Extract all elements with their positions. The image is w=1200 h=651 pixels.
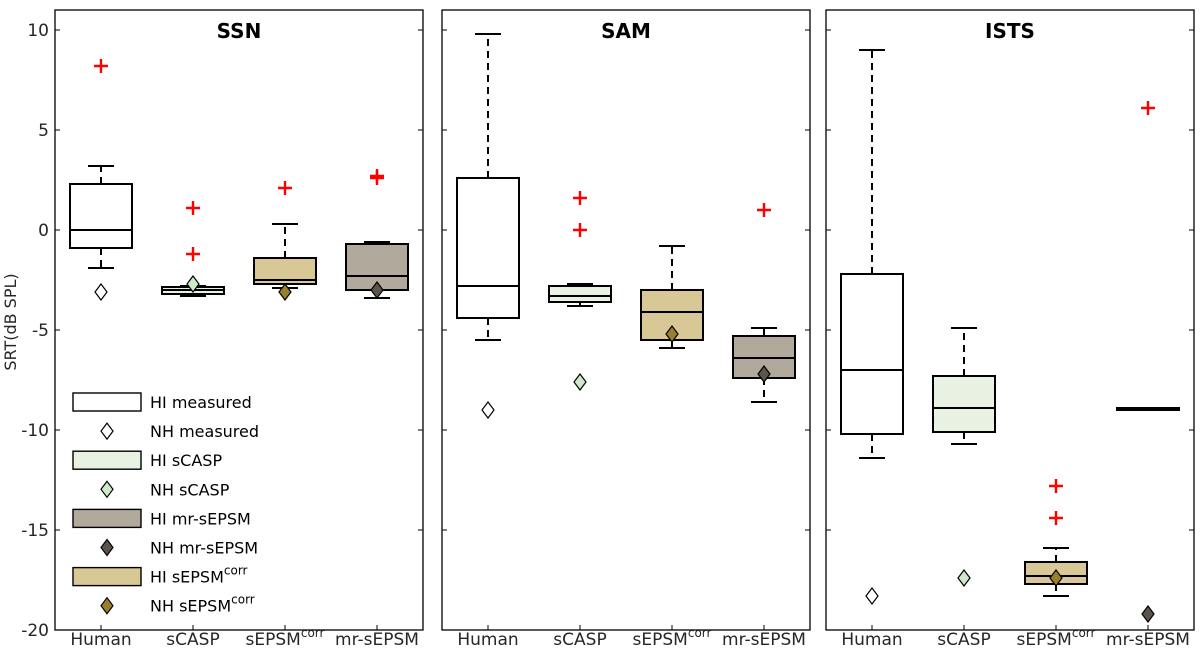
x-tick-label: Human xyxy=(841,630,902,650)
panels: 10 5 0 -5 -10 -15 -20 SSN Human sCASP sEPSMcorr mr-… xyxy=(21,9,1195,650)
nh-diamond xyxy=(481,401,495,419)
legend-swatch-box xyxy=(72,392,142,412)
box-scasp xyxy=(932,327,996,587)
legend-swatch-diamond xyxy=(100,422,114,441)
nh-diamond xyxy=(757,365,771,383)
panel-title: SAM xyxy=(601,19,651,43)
legend-entry: HI measured xyxy=(72,392,252,412)
outlier-marker xyxy=(186,201,200,215)
legend-swatch-box xyxy=(72,566,142,587)
box-sepsm xyxy=(253,181,317,301)
nh-diamond xyxy=(1141,605,1155,623)
y-tick-label: -20 xyxy=(21,621,49,641)
box-iqr xyxy=(456,177,520,319)
legend-swatch-box xyxy=(72,508,142,529)
y-axis-label: SRT(dB SPL) xyxy=(1,273,20,370)
x-tick-label: mr-sEPSM xyxy=(335,630,419,650)
x-tick-label: Human xyxy=(457,630,518,650)
box-human xyxy=(456,33,520,419)
legend-entry: NH sEPSMcorr xyxy=(100,593,255,616)
outlier-marker xyxy=(1141,101,1155,115)
x-tick-label: sCASP xyxy=(166,630,219,650)
box-mr-sepsm xyxy=(345,169,409,299)
y-tick-label: -5 xyxy=(32,321,49,341)
panel-title: ISTS xyxy=(985,19,1035,43)
legend-label: HI measured xyxy=(150,393,252,412)
x-tick-label: sEPSMcorr xyxy=(1017,626,1096,650)
panel-ssn: 10 5 0 -5 -10 -15 -20 SSN Human sCASP sEPSMcorr mr-… xyxy=(21,9,424,650)
box-mr-sepsm xyxy=(1116,101,1180,623)
axes-frame xyxy=(441,9,811,631)
box-human xyxy=(69,59,133,301)
box-scasp xyxy=(161,201,225,297)
nh-diamond xyxy=(278,283,292,301)
box-scasp xyxy=(548,191,612,391)
panel-sam: SAM Human sCASP sEPSMcorr mr-sEPSM xyxy=(441,9,811,650)
outlier-marker xyxy=(370,169,384,183)
nh-diamond xyxy=(573,373,587,391)
outlier-marker xyxy=(573,191,587,205)
legend-swatch-diamond xyxy=(100,480,114,499)
box-iqr xyxy=(840,273,904,435)
box-iqr xyxy=(932,375,996,433)
x-tick-label: mr-sEPSM xyxy=(1106,630,1190,650)
legend-label: HI sCASP xyxy=(150,451,222,470)
y-tick-label: -10 xyxy=(21,421,49,441)
legend-label: HI sEPSMcorr xyxy=(150,564,248,587)
x-tick-label: sCASP xyxy=(937,630,990,650)
nh-diamond xyxy=(186,275,200,293)
x-tick-label: mr-sEPSM xyxy=(722,630,806,650)
legend-label: NH sCASP xyxy=(150,480,230,499)
box-iqr xyxy=(548,285,612,303)
nh-diamond xyxy=(370,281,384,299)
y-tick-label: 0 xyxy=(38,221,49,241)
legend-entry: HI sCASP xyxy=(72,450,222,470)
legend-entry: NH measured xyxy=(100,422,259,441)
nh-diamond xyxy=(865,587,879,605)
legend-entry: NH sCASP xyxy=(100,480,230,499)
panel-title: SSN xyxy=(217,19,262,43)
outlier-marker xyxy=(94,59,108,73)
y-tick-label: 10 xyxy=(27,21,49,41)
box-sepsm xyxy=(640,245,704,349)
box-mr-sepsm xyxy=(732,203,796,403)
nh-diamond xyxy=(1049,569,1063,587)
x-tick-label: Human xyxy=(70,630,131,650)
x-tick-label: sEPSMcorr xyxy=(246,626,325,650)
outlier-marker xyxy=(186,247,200,261)
legend-entry: HI mr-sEPSM xyxy=(72,508,251,529)
x-tick-label: sCASP xyxy=(553,630,606,650)
legend-label: NH measured xyxy=(150,422,259,441)
axes-frame xyxy=(54,9,424,631)
outlier-marker xyxy=(757,203,771,217)
nh-diamond xyxy=(957,569,971,587)
legend-swatch-diamond xyxy=(100,596,114,615)
legend-label: NH mr-sEPSM xyxy=(150,539,258,558)
legend-entry: NH mr-sEPSM xyxy=(100,538,258,558)
box-sepsm xyxy=(1024,479,1088,597)
y-tick-label: -15 xyxy=(21,521,49,541)
axes-frame xyxy=(825,9,1195,631)
legend-swatch-box xyxy=(72,450,142,470)
legend-label: HI mr-sEPSM xyxy=(150,509,251,528)
legend-label: NH sEPSMcorr xyxy=(150,593,255,616)
box-iqr xyxy=(69,183,133,249)
outlier-marker xyxy=(573,223,587,237)
nh-diamond xyxy=(665,325,679,343)
outlier-marker xyxy=(1049,511,1063,525)
legend: HI measured NH measured HI sCASP NH sCASP HI… xyxy=(72,392,259,616)
y-tick-label: 5 xyxy=(38,121,49,141)
nh-diamond xyxy=(94,283,108,301)
outlier-marker xyxy=(278,181,292,195)
box-human xyxy=(840,49,904,605)
legend-swatch-diamond xyxy=(100,538,114,557)
panel-ists: ISTS Human sCASP sEPSMcorr mr-sEPSM xyxy=(825,9,1195,650)
x-tick-label: sEPSMcorr xyxy=(633,626,712,650)
outlier-marker xyxy=(1049,479,1063,493)
legend-entry: HI sEPSMcorr xyxy=(72,564,248,587)
